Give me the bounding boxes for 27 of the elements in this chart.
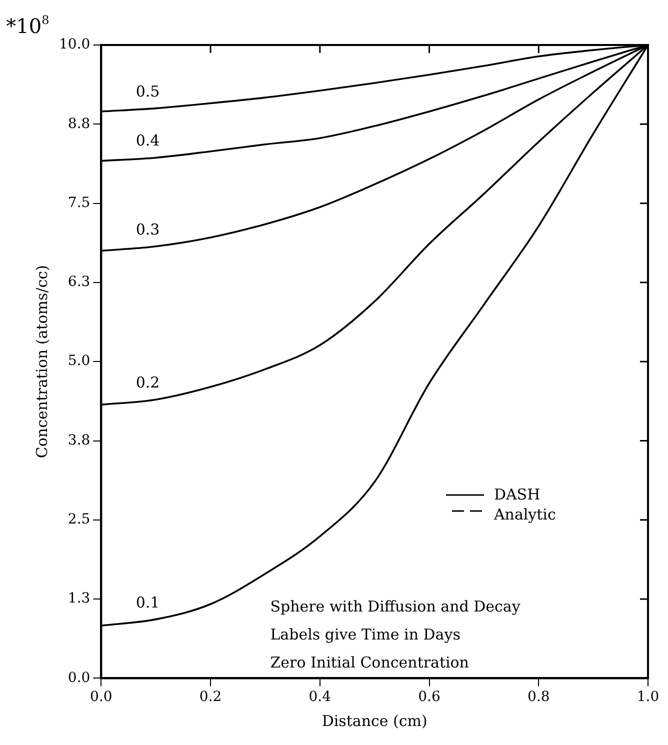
y-tick-label: 2.5 (68, 512, 90, 528)
y-tick-label: 6.3 (68, 274, 90, 290)
series-label: 0.3 (136, 220, 160, 238)
y-tick-label: 8.8 (68, 116, 90, 132)
series-label: 0.2 (136, 374, 160, 392)
series-label: 0.5 (136, 82, 160, 100)
x-tick-label: 1.0 (636, 689, 660, 706)
annotation: Labels give Time in Days (270, 626, 460, 644)
series-label: 0.1 (136, 593, 160, 612)
annotation: Sphere with Diffusion and Decay (270, 598, 521, 616)
annotation: DASH (494, 486, 540, 504)
series-label: 0.4 (136, 132, 160, 150)
x-tick-label: 0.0 (90, 689, 112, 706)
y-tick-label: 5.0 (68, 353, 90, 370)
y-tick-label: 1.3 (68, 590, 90, 607)
annotation: Analytic (492, 506, 556, 524)
x-tick-label: 0.6 (418, 689, 440, 706)
y-tick-label: 0.0 (68, 670, 90, 686)
x-tick-label: 0.2 (199, 689, 222, 706)
x-tick-label: 0.4 (308, 689, 332, 706)
x-axis-title: Distance (cm) (322, 712, 428, 730)
y-tick-label: 7.5 (68, 194, 90, 211)
y-tick-label: 3.8 (68, 432, 90, 448)
annotation: Zero Initial Concentration (270, 654, 470, 672)
y-tick-label: 10.0 (59, 36, 90, 53)
y-axis-title: Concentration (atoms/cc) (32, 265, 51, 458)
x-tick-label: 0.8 (528, 689, 550, 706)
